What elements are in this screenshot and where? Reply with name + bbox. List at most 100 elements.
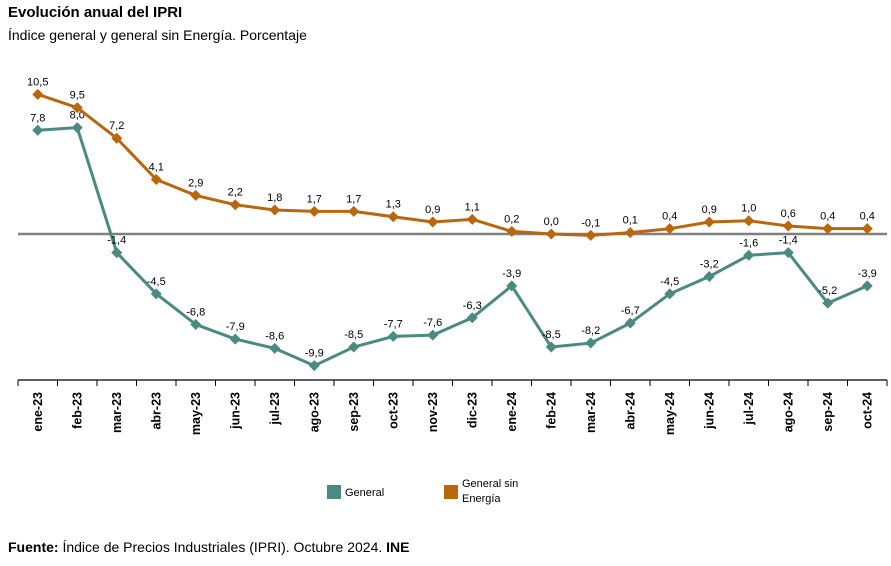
x-tick-label: feb-23	[70, 392, 84, 429]
data-point-marker	[387, 330, 399, 342]
chart-subtitle: Índice general y general sin Energía. Po…	[8, 27, 307, 43]
x-tick-label: abr-24	[623, 392, 637, 430]
series-line-general-sin-energia	[37, 92, 868, 237]
data-point-marker	[506, 280, 518, 292]
data-label: 0,6	[781, 208, 796, 220]
x-tick-label: ago-23	[307, 392, 321, 432]
data-label: 1,0	[741, 203, 756, 215]
legend-label: General	[345, 487, 384, 499]
data-label: 0,9	[702, 204, 717, 216]
data-point-marker	[111, 247, 123, 259]
data-point-marker	[387, 211, 399, 223]
x-tick-label: feb-24	[544, 392, 558, 429]
data-label: -8,5	[542, 329, 561, 341]
data-label: 0,1	[623, 215, 638, 227]
x-tick-label: dic-23	[465, 392, 479, 428]
data-label: -8,2	[581, 325, 600, 337]
data-point-marker	[190, 189, 202, 201]
data-point-marker	[150, 288, 162, 300]
series-line-general	[37, 126, 868, 368]
data-point-marker	[466, 312, 478, 324]
data-point-marker	[427, 329, 439, 341]
data-point-marker	[32, 124, 44, 136]
data-label: 2,2	[228, 187, 243, 199]
data-label: 0,4	[662, 211, 677, 223]
data-label: 1,1	[465, 201, 480, 213]
data-label: -6,3	[463, 300, 482, 312]
data-point-marker	[427, 216, 439, 228]
data-label: -5,2	[818, 285, 837, 297]
data-label: 1,8	[267, 192, 282, 204]
data-label: -8,5	[344, 329, 363, 341]
data-label: -0,1	[581, 217, 600, 229]
data-label: 8,0	[70, 110, 85, 122]
data-label: 7,2	[109, 120, 124, 132]
data-label: 9,5	[70, 90, 85, 102]
legend-label: Energía	[462, 493, 501, 505]
data-label: 1,7	[307, 193, 322, 205]
data-point-marker	[585, 229, 597, 241]
data-point-marker	[782, 220, 794, 232]
data-point-marker	[150, 173, 162, 185]
data-point-marker	[861, 223, 873, 235]
source-text: Índice de Precios Industriales (IPRI). O…	[58, 539, 387, 555]
data-label: 1,3	[386, 199, 401, 211]
data-point-marker	[624, 317, 636, 329]
data-label: 7,8	[30, 112, 45, 124]
data-point-marker	[269, 204, 281, 216]
data-label: -3,2	[700, 259, 719, 271]
data-point-marker	[308, 360, 320, 372]
legend-label: General sin	[462, 478, 518, 490]
data-label: -1,4	[779, 235, 798, 247]
source-label: Fuente:	[8, 539, 59, 555]
legend-swatch	[327, 485, 341, 499]
data-label: -7,6	[423, 317, 442, 329]
data-label: 1,7	[346, 193, 361, 205]
x-tick-label: oct-24	[860, 392, 874, 429]
data-point-marker	[703, 271, 715, 283]
x-tick-label: oct-23	[386, 392, 400, 429]
x-tick-label: jul-23	[268, 392, 282, 426]
data-label: -1,4	[107, 235, 126, 247]
data-label: -4,5	[147, 276, 166, 288]
data-label: 0,2	[504, 213, 519, 225]
data-point-marker	[506, 225, 518, 237]
data-point-marker	[71, 122, 83, 134]
x-tick-label: may-23	[189, 392, 203, 435]
x-tick-label: may-24	[663, 392, 677, 435]
data-label: 10,5	[27, 76, 48, 88]
data-point-marker	[664, 223, 676, 235]
data-point-marker	[545, 228, 557, 240]
x-tick-label: jun-24	[702, 392, 716, 430]
legend-swatch	[444, 485, 458, 499]
data-label: -1,6	[739, 237, 758, 249]
data-point-marker	[190, 318, 202, 330]
data-label: -6,7	[621, 305, 640, 317]
x-tick-label: nov-23	[426, 392, 440, 432]
data-label: 0,9	[425, 204, 440, 216]
x-tick-label: ago-24	[781, 392, 795, 432]
data-point-marker	[743, 215, 755, 227]
data-point-marker	[585, 337, 597, 349]
data-point-marker	[782, 247, 794, 259]
data-label: -3,9	[502, 268, 521, 280]
data-point-marker	[32, 88, 44, 100]
x-tick-label: mar-23	[110, 392, 124, 433]
data-point-marker	[229, 199, 241, 211]
data-label: 2,9	[188, 177, 203, 189]
data-point-marker	[545, 341, 557, 353]
source-org: INE	[386, 539, 410, 555]
data-point-marker	[822, 297, 834, 309]
data-label: 0,0	[544, 216, 559, 228]
data-point-marker	[111, 132, 123, 144]
data-point-marker	[348, 205, 360, 217]
data-label: -6,8	[186, 306, 205, 318]
x-tick-label: jul-24	[742, 392, 756, 426]
data-point-marker	[743, 249, 755, 261]
data-label: 0,4	[860, 211, 875, 223]
data-point-marker	[664, 288, 676, 300]
x-tick-label: sep-23	[347, 392, 361, 432]
data-label: -9,9	[305, 348, 324, 360]
data-point-marker	[861, 280, 873, 292]
chart-title: Evolución anual del IPRI	[8, 4, 183, 21]
